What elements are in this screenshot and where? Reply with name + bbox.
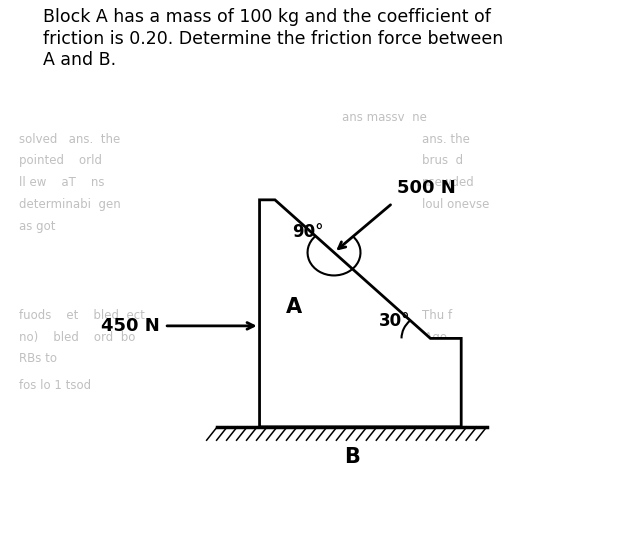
Text: is: is	[422, 352, 432, 365]
Text: 450 N: 450 N	[101, 317, 160, 335]
Text: ans. the: ans. the	[422, 133, 470, 146]
Text: solved   ans.  the: solved ans. the	[19, 133, 120, 146]
Text: Block A has a mass of 100 kg and the coefficient of: Block A has a mass of 100 kg and the coe…	[43, 8, 491, 26]
Text: as got: as got	[19, 220, 55, 233]
Text: 500 N: 500 N	[397, 179, 456, 197]
Text: no)    bled    ord  bo: no) bled ord bo	[19, 331, 135, 344]
Text: Thu f: Thu f	[422, 309, 453, 322]
Text: pointed    orld: pointed orld	[19, 154, 102, 167]
Text: determinabi  gen: determinabi gen	[19, 198, 120, 211]
Text: friction is 0.20. Determine the friction force between: friction is 0.20. Determine the friction…	[43, 30, 504, 48]
Text: B: B	[344, 447, 360, 467]
Text: RBs to: RBs to	[19, 352, 57, 365]
Text: ll ew    aT    ns: ll ew aT ns	[19, 176, 104, 189]
Text: loul onevse: loul onevse	[422, 198, 489, 211]
Text: 90°: 90°	[292, 223, 324, 241]
Text: nsewded: nsewded	[422, 176, 475, 189]
Text: fos lo 1 tsod: fos lo 1 tsod	[19, 379, 91, 392]
Polygon shape	[260, 200, 461, 427]
Text: A and B.: A and B.	[43, 51, 117, 69]
Text: ans massv  ne: ans massv ne	[342, 111, 427, 124]
Text: lAgo: lAgo	[422, 331, 448, 344]
Text: fuods    et    bled  ect: fuods et bled ect	[19, 309, 145, 322]
Text: A: A	[286, 297, 302, 317]
Text: 30°: 30°	[379, 312, 410, 330]
Text: brus  d: brus d	[422, 154, 463, 167]
